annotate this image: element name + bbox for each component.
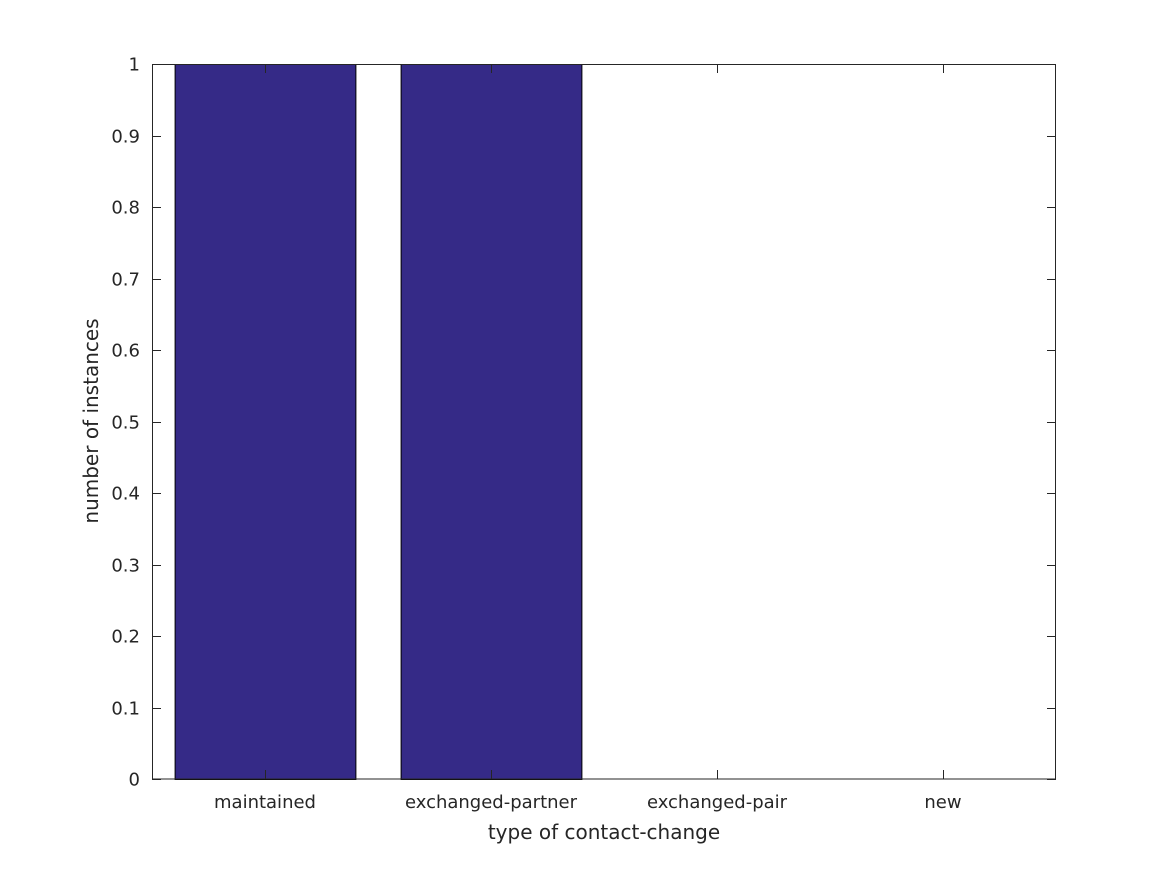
x-axis-label: type of contact-change	[488, 820, 720, 844]
y-tick-label: 0.2	[111, 627, 140, 648]
axes-box	[152, 64, 1056, 780]
y-tick-label: 0.7	[111, 270, 140, 291]
y-tick-label: 0	[129, 770, 140, 791]
y-tick-label: 0.4	[111, 484, 140, 505]
y-tick-label: 0.8	[111, 198, 140, 219]
y-tick-label: 0.1	[111, 699, 140, 720]
x-tick-label: exchanged-pair	[647, 792, 788, 813]
bar-exchanged-partner	[400, 64, 583, 780]
x-tick-label: exchanged-partner	[405, 792, 578, 813]
y-tick-label: 0.3	[111, 556, 140, 577]
y-tick-label: 0.6	[111, 341, 140, 362]
y-axis-label: number of instances	[79, 318, 103, 523]
x-tick-label: new	[924, 792, 961, 813]
x-tick-label: maintained	[214, 792, 316, 813]
y-tick-label: 0.5	[111, 413, 140, 434]
y-tick-label: 0.9	[111, 127, 140, 148]
y-tick-label: 1	[129, 55, 140, 76]
bar-maintained	[174, 64, 357, 780]
